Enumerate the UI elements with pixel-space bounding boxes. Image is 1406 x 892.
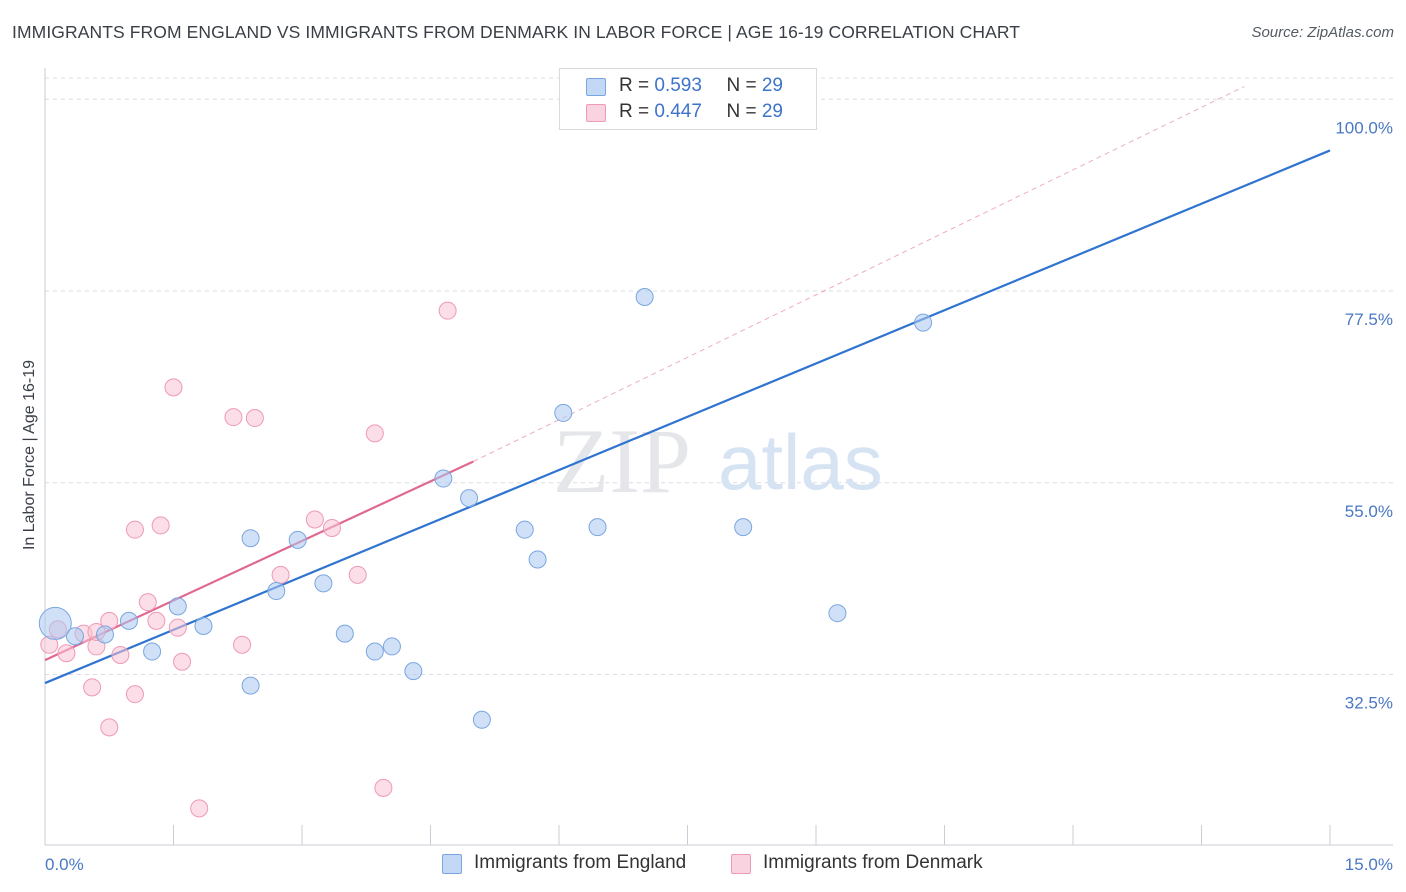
denmark-stats: R = 0.447 N = 29 (619, 101, 783, 123)
england-point (588, 518, 607, 537)
england-point (288, 530, 307, 549)
england-trend-line (44, 149, 1331, 685)
england-point (914, 313, 933, 332)
trend-layer (44, 86, 1331, 685)
denmark-point (245, 409, 264, 428)
denmark-point (322, 518, 341, 537)
grid-layer (45, 77, 1393, 676)
england-point (119, 611, 138, 630)
england-point (314, 574, 333, 593)
watermark-zip: ZIP (553, 410, 691, 512)
england-point (38, 606, 72, 640)
y-tick-label: 100.0% (1335, 118, 1393, 137)
denmark-point (173, 652, 192, 671)
denmark-trend-line (44, 460, 474, 662)
y-axis-label: In Labor Force | Age 16-19 (21, 360, 38, 550)
denmark-point (190, 799, 209, 818)
denmark-point (438, 301, 457, 320)
y-tick-label: 55.0% (1345, 502, 1393, 521)
denmark-point (168, 618, 187, 637)
denmark-n-label: N = (726, 101, 762, 122)
england-legend-swatch (442, 854, 462, 874)
denmark-trend-extension (473, 86, 1245, 462)
points-layer (38, 73, 933, 818)
england-point (143, 642, 162, 661)
stats-legend: R = 0.593 N = 29 R = 0.447 N = 29 (559, 68, 817, 130)
denmark-point (365, 424, 384, 443)
england-point (734, 518, 753, 537)
england-point (828, 604, 847, 623)
england-r-value: 0.593 (654, 75, 702, 96)
england-point (382, 637, 401, 656)
england-legend-label: Immigrants from England (474, 852, 687, 873)
england-swatch (586, 78, 606, 96)
denmark-swatch (586, 104, 606, 122)
england-point (528, 550, 547, 569)
denmark-point (111, 645, 130, 664)
y-tick-label: 32.5% (1345, 694, 1393, 713)
watermark: ZIP atlas (553, 410, 883, 512)
denmark-point (348, 565, 367, 584)
watermark-atlas: atlas (718, 418, 883, 506)
england-stats: R = 0.593 N = 29 (619, 75, 783, 97)
denmark-point (57, 644, 76, 663)
england-point (95, 625, 114, 644)
denmark-point (151, 516, 170, 535)
england-point (335, 624, 354, 643)
denmark-point (125, 685, 144, 704)
series-legend: Immigrants from England Immigrants from … (0, 852, 1406, 878)
england-point (241, 676, 260, 695)
england-n-value: 29 (761, 75, 783, 96)
denmark-legend-swatch (731, 854, 751, 874)
denmark-point (147, 611, 166, 630)
denmark-r-value: 0.447 (654, 101, 702, 122)
england-point (404, 662, 423, 681)
y-tick-label: 77.5% (1345, 310, 1393, 329)
england-point (434, 469, 453, 488)
denmark-point (125, 520, 144, 539)
denmark-legend-label: Immigrants from Denmark (763, 852, 983, 873)
england-point (515, 520, 534, 539)
england-point (554, 403, 573, 422)
england-r-label: R = (619, 75, 655, 96)
chart-title: IMMIGRANTS FROM ENGLAND VS IMMIGRANTS FR… (12, 22, 1021, 42)
england-point (635, 288, 654, 307)
denmark-r-label: R = (619, 101, 655, 122)
england-point (241, 529, 260, 548)
england-point (365, 642, 384, 661)
england-point (460, 489, 479, 508)
denmark-point (374, 778, 393, 797)
england-point (267, 582, 286, 601)
denmark-point (305, 510, 324, 529)
axis-layer: 32.5% 55.0% 77.5% 100.0% 0.0% 15.0% (44, 68, 1393, 874)
denmark-point (138, 593, 157, 612)
england-point (65, 627, 84, 646)
denmark-point (83, 678, 102, 697)
x-tick-label: 0.0% (45, 855, 84, 874)
england-point (168, 597, 187, 616)
denmark-point (271, 565, 290, 584)
denmark-point (233, 635, 252, 654)
denmark-point (100, 718, 119, 737)
england-point (472, 710, 491, 729)
denmark-n-value: 29 (761, 101, 783, 122)
source-credit: Source: ZipAtlas.com (1251, 24, 1394, 41)
denmark-point (224, 408, 243, 427)
denmark-point (164, 378, 183, 397)
england-n-label: N = (726, 75, 762, 96)
x-tick-label: 15.0% (1345, 855, 1393, 874)
england-point (194, 616, 213, 635)
